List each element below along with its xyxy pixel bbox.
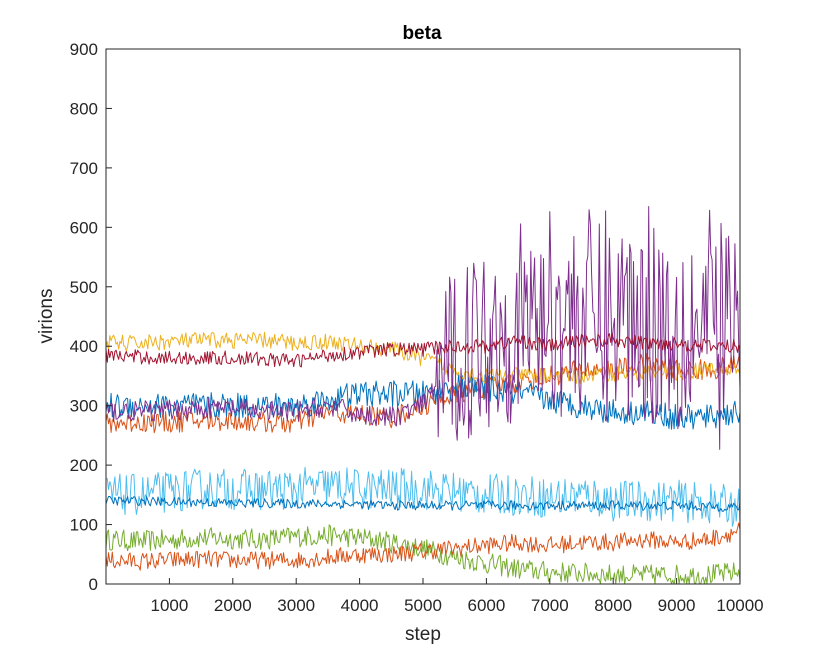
y-tick-label: 500 <box>70 278 98 297</box>
ticks-layer: 1000 2000 3000 4000 5000 6000 7000 8000 9000 1000… <box>70 40 764 615</box>
y-tick-label: 400 <box>70 337 98 356</box>
y-axis-label: virions <box>36 289 57 344</box>
y-tick-label: 100 <box>70 516 98 535</box>
y-tick-label: 700 <box>70 159 98 178</box>
series-line-2 <box>105 522 741 571</box>
y-tick-label: 600 <box>70 218 98 237</box>
y-tick-label: 200 <box>70 456 98 475</box>
series-line-8 <box>105 206 741 450</box>
series-line-6 <box>105 374 741 430</box>
series-line-5 <box>105 353 741 434</box>
x-axis-label: step <box>405 624 441 645</box>
y-tick-label: 800 <box>70 99 98 118</box>
x-tick-label: 9000 <box>658 596 696 615</box>
series-line-9 <box>105 333 741 368</box>
x-tick-label: 5000 <box>404 596 442 615</box>
x-tick-label: 3000 <box>277 596 315 615</box>
y-tick-label: 0 <box>89 575 98 594</box>
x-tick-label: 2000 <box>214 596 252 615</box>
x-tick-label: 4000 <box>341 596 379 615</box>
x-tick-label: 1000 <box>150 596 188 615</box>
series-line-3 <box>105 466 741 527</box>
x-tick-label: 6000 <box>467 596 505 615</box>
x-tick-label: 7000 <box>531 596 569 615</box>
x-tick-label: 10000 <box>716 596 763 615</box>
plot-frame <box>105 48 741 585</box>
series-line-4 <box>105 496 741 512</box>
series-line-1 <box>105 524 741 585</box>
y-tick-label: 900 <box>70 40 98 59</box>
x-tick-label: 8000 <box>594 596 632 615</box>
chart-title: beta <box>402 23 442 44</box>
series-layer <box>105 206 741 585</box>
y-tick-label: 300 <box>70 397 98 416</box>
